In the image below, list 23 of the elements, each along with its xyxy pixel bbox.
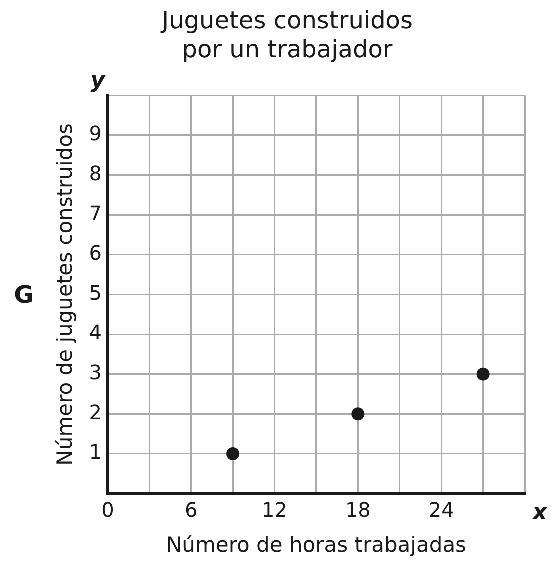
y-tick-label: 5 [89,280,102,305]
y-tick-label: 6 [89,241,102,266]
point [476,368,490,381]
point [226,447,240,460]
chart-title: Juguetes construidos por un trabajador [160,6,413,64]
y-tick-label: 3 [89,360,102,385]
x-tick-label: 24 [428,498,454,522]
x-tick-label: 18 [345,498,371,522]
y-tick-label: 2 [89,400,102,424]
x-tick-label: 0 [102,498,114,522]
text: G [14,280,34,309]
y-tick-label: 8 [89,161,102,186]
y-axis-title: Número de juguetes construidos [53,124,78,466]
y-tick-label: 1 [89,440,102,464]
x-tick-label: 6 [184,498,198,522]
y-tick-label: 4 [89,320,102,345]
point [352,408,365,421]
y-tick-label: 7 [89,201,102,226]
x-tick-label: 12 [262,498,288,522]
x-axis-title: Número de horas trabajadas [166,532,466,557]
text: y [90,68,107,94]
y-tick-label: 9 [89,122,102,146]
text: x [532,500,548,526]
